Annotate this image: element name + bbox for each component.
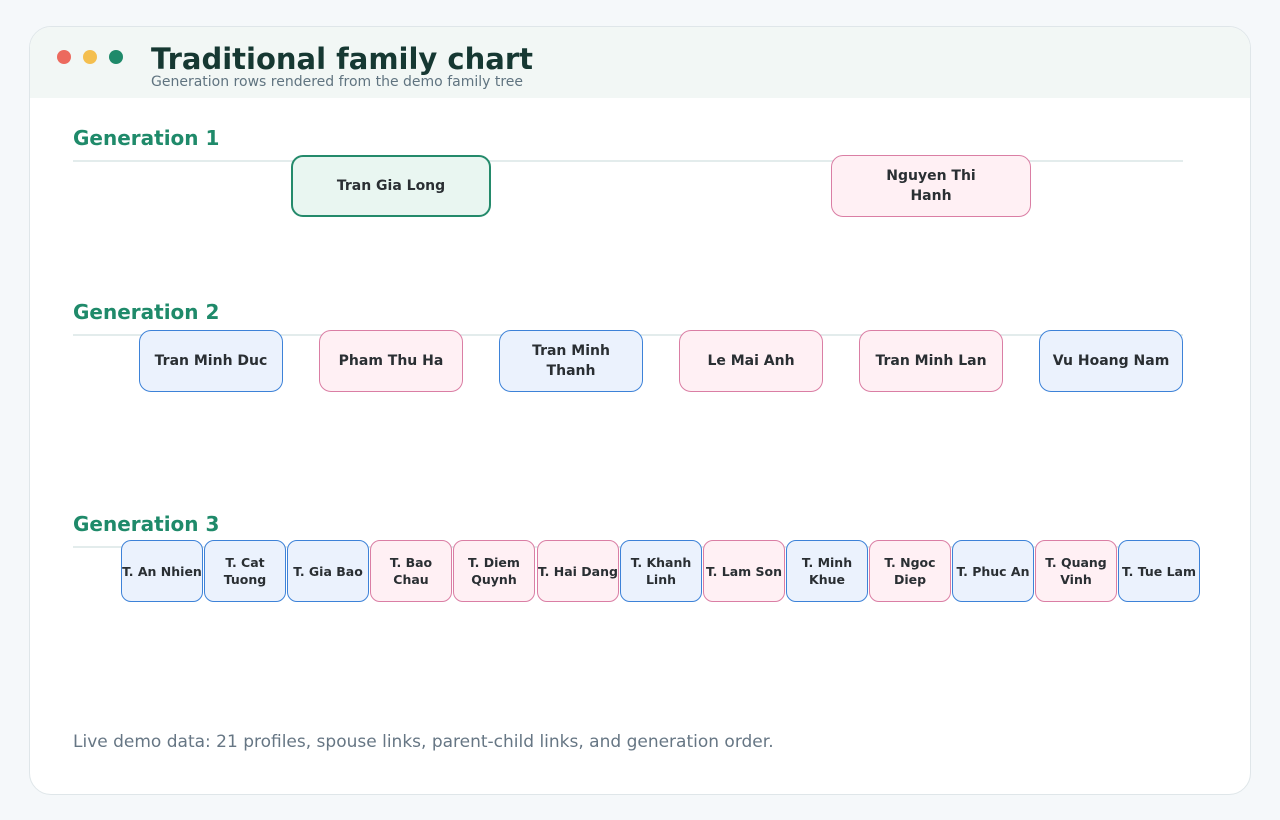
family-chart-window: Traditional family chart Generation rows… <box>29 26 1251 795</box>
close-dot-icon[interactable] <box>57 50 71 64</box>
generation-3-label: Generation 3 <box>73 512 220 536</box>
person-nguyen-thi-hanh[interactable]: Nguyen Thi Hanh <box>831 155 1031 217</box>
maximize-dot-icon[interactable] <box>109 50 123 64</box>
person-vu-hoang-nam[interactable]: Vu Hoang Nam <box>1039 330 1183 392</box>
person-t-minh-khue[interactable]: T. Minh Khue <box>786 540 868 602</box>
person-tran-minh-lan[interactable]: Tran Minh Lan <box>859 330 1003 392</box>
generation-1-label: Generation 1 <box>73 126 220 150</box>
person-t-an-nhien[interactable]: T. An Nhien <box>121 540 203 602</box>
person-tran-minh-thanh[interactable]: Tran Minh Thanh <box>499 330 643 392</box>
person-t-phuc-an[interactable]: T. Phuc An <box>952 540 1034 602</box>
generation-2-label: Generation 2 <box>73 300 220 324</box>
page-subtitle: Generation rows rendered from the demo f… <box>151 74 524 90</box>
person-t-diem-quynh[interactable]: T. Diem Quynh <box>453 540 535 602</box>
person-le-mai-anh[interactable]: Le Mai Anh <box>679 330 823 392</box>
person-t-khanh-linh[interactable]: T. Khanh Linh <box>620 540 702 602</box>
generation-1-divider <box>73 160 1183 162</box>
person-t-hai-dang[interactable]: T. Hai Dang <box>537 540 619 602</box>
person-t-bao-chau[interactable]: T. Bao Chau <box>370 540 452 602</box>
footer-note: Live demo data: 21 profiles, spouse link… <box>73 732 774 752</box>
person-t-cat-tuong[interactable]: T. Cat Tuong <box>204 540 286 602</box>
minimize-dot-icon[interactable] <box>83 50 97 64</box>
person-tran-gia-long[interactable]: Tran Gia Long <box>291 155 491 217</box>
person-t-tue-lam[interactable]: T. Tue Lam <box>1118 540 1200 602</box>
page-title: Traditional family chart <box>151 42 533 76</box>
title-bar: Traditional family chart Generation rows… <box>30 27 1250 98</box>
person-t-gia-bao[interactable]: T. Gia Bao <box>287 540 369 602</box>
person-t-quang-vinh[interactable]: T. Quang Vinh <box>1035 540 1117 602</box>
person-pham-thu-ha[interactable]: Pham Thu Ha <box>319 330 463 392</box>
person-t-ngoc-diep[interactable]: T. Ngoc Diep <box>869 540 951 602</box>
person-t-lam-son[interactable]: T. Lam Son <box>703 540 785 602</box>
person-tran-minh-duc[interactable]: Tran Minh Duc <box>139 330 283 392</box>
